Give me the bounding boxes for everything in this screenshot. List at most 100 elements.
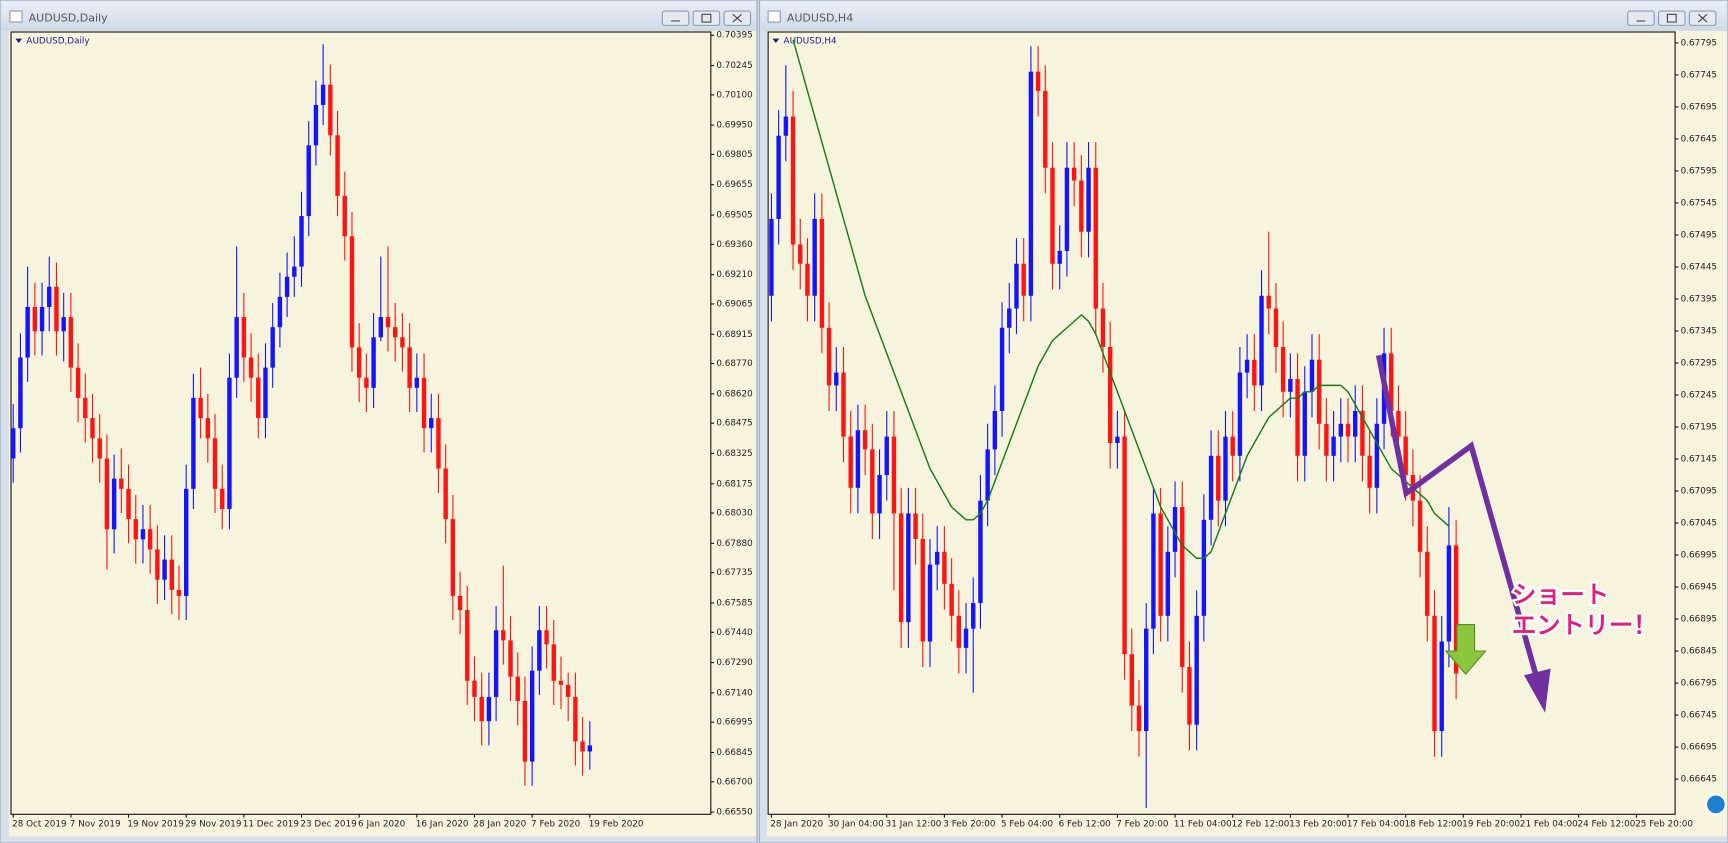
candle-body	[335, 135, 340, 196]
maximize-button[interactable]	[692, 10, 721, 26]
forecast-arrowhead	[1524, 668, 1551, 713]
candle-body	[306, 145, 311, 217]
candle-body	[798, 244, 803, 264]
candle-body	[1187, 667, 1192, 725]
x-tick-label: 28 Oct 2019	[12, 820, 66, 830]
candle-body	[1021, 263, 1026, 296]
candle-body	[385, 317, 391, 328]
candle-body	[1338, 423, 1344, 437]
plots: 0.70395 0.70245 0.70100 0.69950 0.69805 0.696…	[11, 31, 1717, 830]
x-tick-label: 6 Jan 2020	[358, 820, 406, 830]
candle-body	[558, 680, 564, 685]
candle-body	[198, 397, 203, 419]
y-tick-label: 0.66995	[716, 718, 752, 728]
candle-body	[1432, 615, 1437, 732]
candle-body	[342, 195, 347, 237]
candle-body	[1273, 308, 1279, 347]
candle-body	[1107, 346, 1113, 444]
candle-body	[1244, 359, 1250, 373]
y-tick-label: 0.67295	[1681, 358, 1717, 368]
candle-body	[956, 615, 962, 648]
y-tick-label: 0.68770	[716, 359, 753, 369]
minimize-button[interactable]	[661, 10, 690, 26]
candle-body	[992, 410, 998, 450]
candle-body	[133, 519, 138, 540]
window-icon	[767, 10, 781, 23]
candle-body	[1208, 455, 1214, 520]
y-tick-label: 0.69505	[716, 211, 752, 221]
candle-body	[205, 418, 211, 439]
candle-body	[436, 418, 441, 469]
candle-body	[1453, 545, 1459, 674]
y-tick-label: 0.68475	[716, 419, 752, 429]
window-title: AUDUSD,H4	[787, 12, 853, 25]
candle-body	[1223, 436, 1228, 501]
y-tick-label: 0.66745	[1681, 711, 1717, 721]
candle-body	[328, 84, 333, 136]
candle-body	[537, 630, 542, 671]
candle-body	[877, 475, 882, 514]
candle-body	[97, 438, 102, 459]
x-tick-label: 19 Feb 20:00	[1462, 820, 1520, 830]
candle-body	[529, 670, 535, 762]
x-tick-label: 23 Dec 2019	[300, 820, 356, 830]
close-icon	[1697, 13, 1708, 23]
y-tick-label: 0.67195	[1681, 422, 1717, 432]
candle-body	[1331, 436, 1336, 456]
forecast-arrow	[1375, 354, 1542, 685]
candle-body	[1100, 308, 1106, 347]
y-tick-label: 0.68620	[716, 389, 753, 399]
window-h4: AUDUSD,H4 AUDUSD,H4	[758, 0, 1728, 843]
candle-body	[573, 696, 578, 742]
y-tick-label: 0.67880	[716, 539, 753, 549]
candle-body	[942, 551, 947, 584]
candle-body	[241, 317, 247, 358]
y-tick-label: 0.67445	[1681, 262, 1717, 272]
candle-body	[551, 644, 556, 681]
x-tick-label: 11 Feb 04:00	[1174, 820, 1232, 830]
candle-body	[1252, 359, 1257, 386]
candle-body	[1079, 180, 1084, 232]
candle-body	[1014, 263, 1019, 309]
candle-body	[277, 296, 283, 328]
candle-body	[1093, 167, 1098, 309]
x-tick-label: 21 Feb 04:00	[1520, 820, 1578, 830]
minimize-button[interactable]	[1627, 10, 1655, 26]
candle-body	[1316, 359, 1322, 424]
candle-body	[407, 347, 412, 388]
candle-body	[349, 236, 355, 348]
candle-body	[414, 377, 420, 388]
y-tick-label: 0.66550	[716, 808, 753, 818]
candle-body	[1007, 308, 1012, 328]
y-tick-label: 0.66700	[716, 777, 753, 787]
x-tick-label: 11 Dec 2019	[243, 820, 299, 830]
window-daily: AUDUSD,Daily AUDUSD,Daily	[0, 0, 758, 843]
candle-body	[1237, 372, 1243, 456]
candle-body	[191, 397, 196, 489]
candle-body	[776, 135, 781, 219]
candle-body	[126, 488, 131, 520]
y-tick-label: 0.66845	[1681, 647, 1717, 657]
candle-body	[1374, 423, 1380, 488]
candle-body	[227, 377, 232, 510]
candle-body	[465, 610, 470, 681]
y-tick-label: 0.66795	[1681, 679, 1717, 689]
candle-body	[769, 218, 774, 296]
y-tick-label: 0.68175	[716, 479, 752, 489]
y-tick-label: 0.67595	[1681, 166, 1717, 176]
x-tick-label: 24 Feb 12:00	[1578, 820, 1636, 830]
candle-body	[862, 430, 868, 450]
x-tick-label: 31 Jan 12:00	[886, 820, 942, 830]
maximize-button[interactable]	[1658, 10, 1686, 26]
x-tick-label: 28 Jan 2020	[770, 820, 823, 830]
tray-icon[interactable]	[1704, 793, 1727, 816]
candle-body	[1367, 455, 1372, 488]
chart-background	[767, 30, 1727, 837]
y-tick-label: 0.67345	[1681, 326, 1717, 336]
x-tick-label: 7 Feb 20:00	[1116, 820, 1169, 830]
y-tick-label: 0.69210	[716, 270, 753, 280]
x-tick-label: 3 Feb 20:00	[943, 820, 996, 830]
x-tick-label: 25 Feb 20:00	[1635, 820, 1693, 830]
candle-body	[1144, 628, 1149, 732]
candle-body	[855, 430, 861, 488]
